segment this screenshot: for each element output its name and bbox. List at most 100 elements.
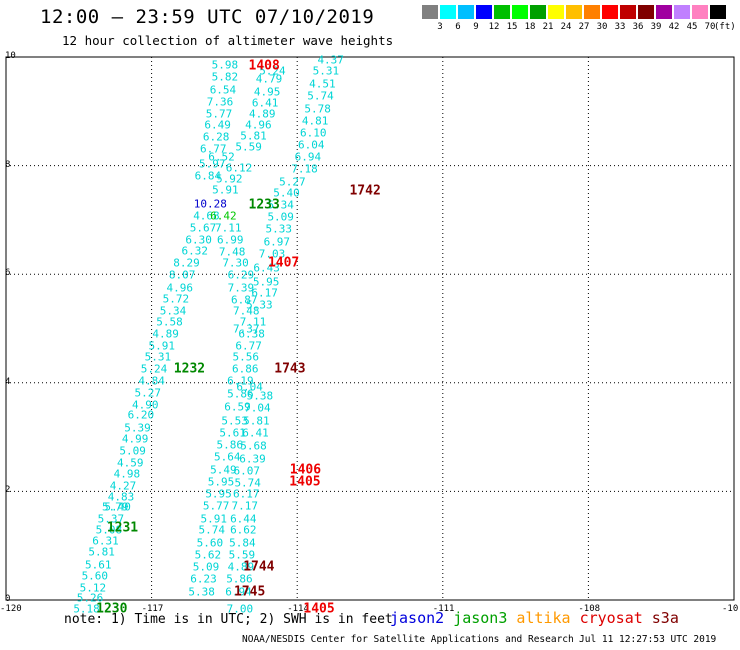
pass-time-label: 1408 (248, 58, 280, 74)
wave-height-value: 5.81 (243, 414, 270, 428)
pass-time-label: 1745 (233, 584, 266, 600)
color-scale-label: 18 (524, 22, 536, 32)
wave-height-value: 5.86 (216, 438, 243, 452)
wave-height-value: 6.32 (181, 244, 209, 258)
wave-height-value: 6.41 (251, 96, 279, 110)
wave-height-value: 4.37 (317, 53, 344, 67)
x-tick-label: -111 (432, 604, 455, 614)
pass-time-label: 1232 (173, 361, 206, 377)
wave-height-value: 5.64 (214, 450, 241, 464)
wave-height-value: 5.27 (134, 386, 161, 400)
y-tick-label: 4 (5, 376, 11, 387)
wave-height-value: 5.18 (73, 602, 100, 616)
color-swatch (458, 5, 474, 19)
wave-height-value: 5.26 (76, 591, 104, 605)
wave-height-value: 5.97 (199, 157, 226, 171)
credit-line: NOAA/NESDIS Center for Satellite Applica… (242, 634, 574, 645)
wave-height-value: 4.90 (132, 398, 159, 412)
wave-height-value: 5.38 (188, 585, 215, 599)
wave-height-value: 7.37 (232, 322, 260, 335)
color-scale-label: 6 (455, 22, 461, 32)
color-scale-unit: (ft) (714, 22, 736, 32)
wave-height-value: 6.59 (224, 400, 251, 414)
wave-height-value: 5.79 (101, 500, 129, 514)
pass-time-label: 1231 (106, 520, 139, 536)
wave-height-value: 6.77 (199, 142, 227, 156)
wave-height-value: 6.19 (227, 374, 254, 388)
wave-height-value: 5.12 (79, 581, 107, 594)
wave-height-value: 5.98 (211, 58, 239, 72)
wave-height-value: 6.42 (210, 209, 237, 223)
wave-height-value: 5.67 (189, 221, 217, 235)
wave-height-value: 6.94 (225, 585, 252, 599)
pass-time-label: 1742 (349, 183, 381, 199)
wave-height-value: 4.99 (121, 432, 149, 446)
wave-height-value: 5.38 (246, 389, 274, 403)
wave-height-value: 4.98 (113, 467, 141, 481)
grid-lines (6, 57, 734, 600)
color-scale-label: 3 (437, 22, 443, 32)
color-scale-label: 70 (704, 22, 716, 32)
wave-height-value: 5.58 (156, 315, 183, 329)
wave-height-value: 6.04 (298, 138, 325, 152)
color-scale-label: 27 (578, 22, 590, 32)
wave-height-value: 7.48 (218, 245, 246, 259)
wave-height-value: 5.92 (216, 172, 243, 186)
wave-height-value: 4.89 (152, 327, 179, 341)
wave-height-value: 5.78 (304, 102, 331, 116)
color-swatch (530, 5, 546, 19)
color-swatch (692, 5, 708, 19)
wave-height-value: 6.77 (235, 339, 262, 353)
wave-height-value: 6.49 (204, 118, 231, 132)
color-scale-label: 39 (650, 22, 662, 32)
wave-height-value: 5.84 (229, 536, 256, 550)
pass-time-label: 1407 (267, 255, 300, 271)
wave-height-value: 5.31 (144, 350, 172, 364)
wave-height-value: 4.96 (245, 118, 272, 132)
wave-height-value: 6.38 (238, 327, 265, 341)
wave-height-value: 6.17 (232, 487, 260, 501)
map-frame (5, 56, 735, 601)
wave-height-value: 5.33 (265, 222, 293, 236)
wave-height-value: 5.40 (273, 186, 300, 200)
wave-height-value: 5.31 (312, 64, 340, 78)
wave-height-value: 7.11 (215, 221, 242, 235)
wave-height-value: 5.91 (200, 512, 227, 526)
wave-height-value: 4.79 (255, 72, 283, 86)
wave-height-value: 5.56 (232, 350, 260, 364)
legend-item-jason3: jason3 (453, 609, 508, 627)
color-scale-label: 12 (488, 22, 500, 32)
y-tick-label: 8 (5, 159, 11, 170)
x-tick-label: -114 (287, 604, 309, 614)
wave-height-value: 4.81 (301, 114, 329, 128)
wave-height-value: 5.77 (205, 107, 233, 121)
wave-height-value: 8.07 (168, 268, 196, 282)
wave-height-value: 4.27 (109, 479, 137, 493)
color-swatch (566, 5, 582, 19)
wave-height-value: 5.60 (196, 536, 224, 550)
x-tick-label: -117 (141, 604, 164, 614)
satellite-legend: jason2 jason3 altika cryosat s3a (390, 609, 688, 627)
color-swatch (584, 5, 600, 19)
legend-item-altika: altika (516, 609, 571, 627)
wave-height-value: 6.28 (202, 130, 230, 144)
wave-height-value: 7.04 (244, 401, 271, 415)
wave-height-value: 5.86 (227, 387, 254, 401)
wave-height-value: 6.43 (253, 261, 280, 275)
x-tick-label: -10 (722, 604, 739, 614)
wave-height-value: 6.12 (225, 161, 253, 175)
wave-height-value: 7.30 (222, 256, 249, 270)
wave-height-value: 5.59 (235, 140, 262, 154)
wave-height-value: 4.89 (249, 107, 276, 121)
wave-height-value: 5.24 (140, 362, 168, 376)
wave-height-value: 5.61 (84, 558, 112, 572)
footnote: note: 1) Time is in UTC; 2) SWH is in fe… (64, 612, 393, 627)
wave-height-value: 7.17 (231, 499, 259, 513)
wave-height-value: 5.34 (267, 198, 294, 212)
pass-time-label: 1405 (289, 474, 321, 490)
wave-height-value: 7.03 (258, 247, 286, 261)
wave-height-value: 7.39 (227, 281, 255, 295)
color-swatch (602, 5, 618, 19)
wave-height-value: 5.60 (81, 569, 109, 583)
